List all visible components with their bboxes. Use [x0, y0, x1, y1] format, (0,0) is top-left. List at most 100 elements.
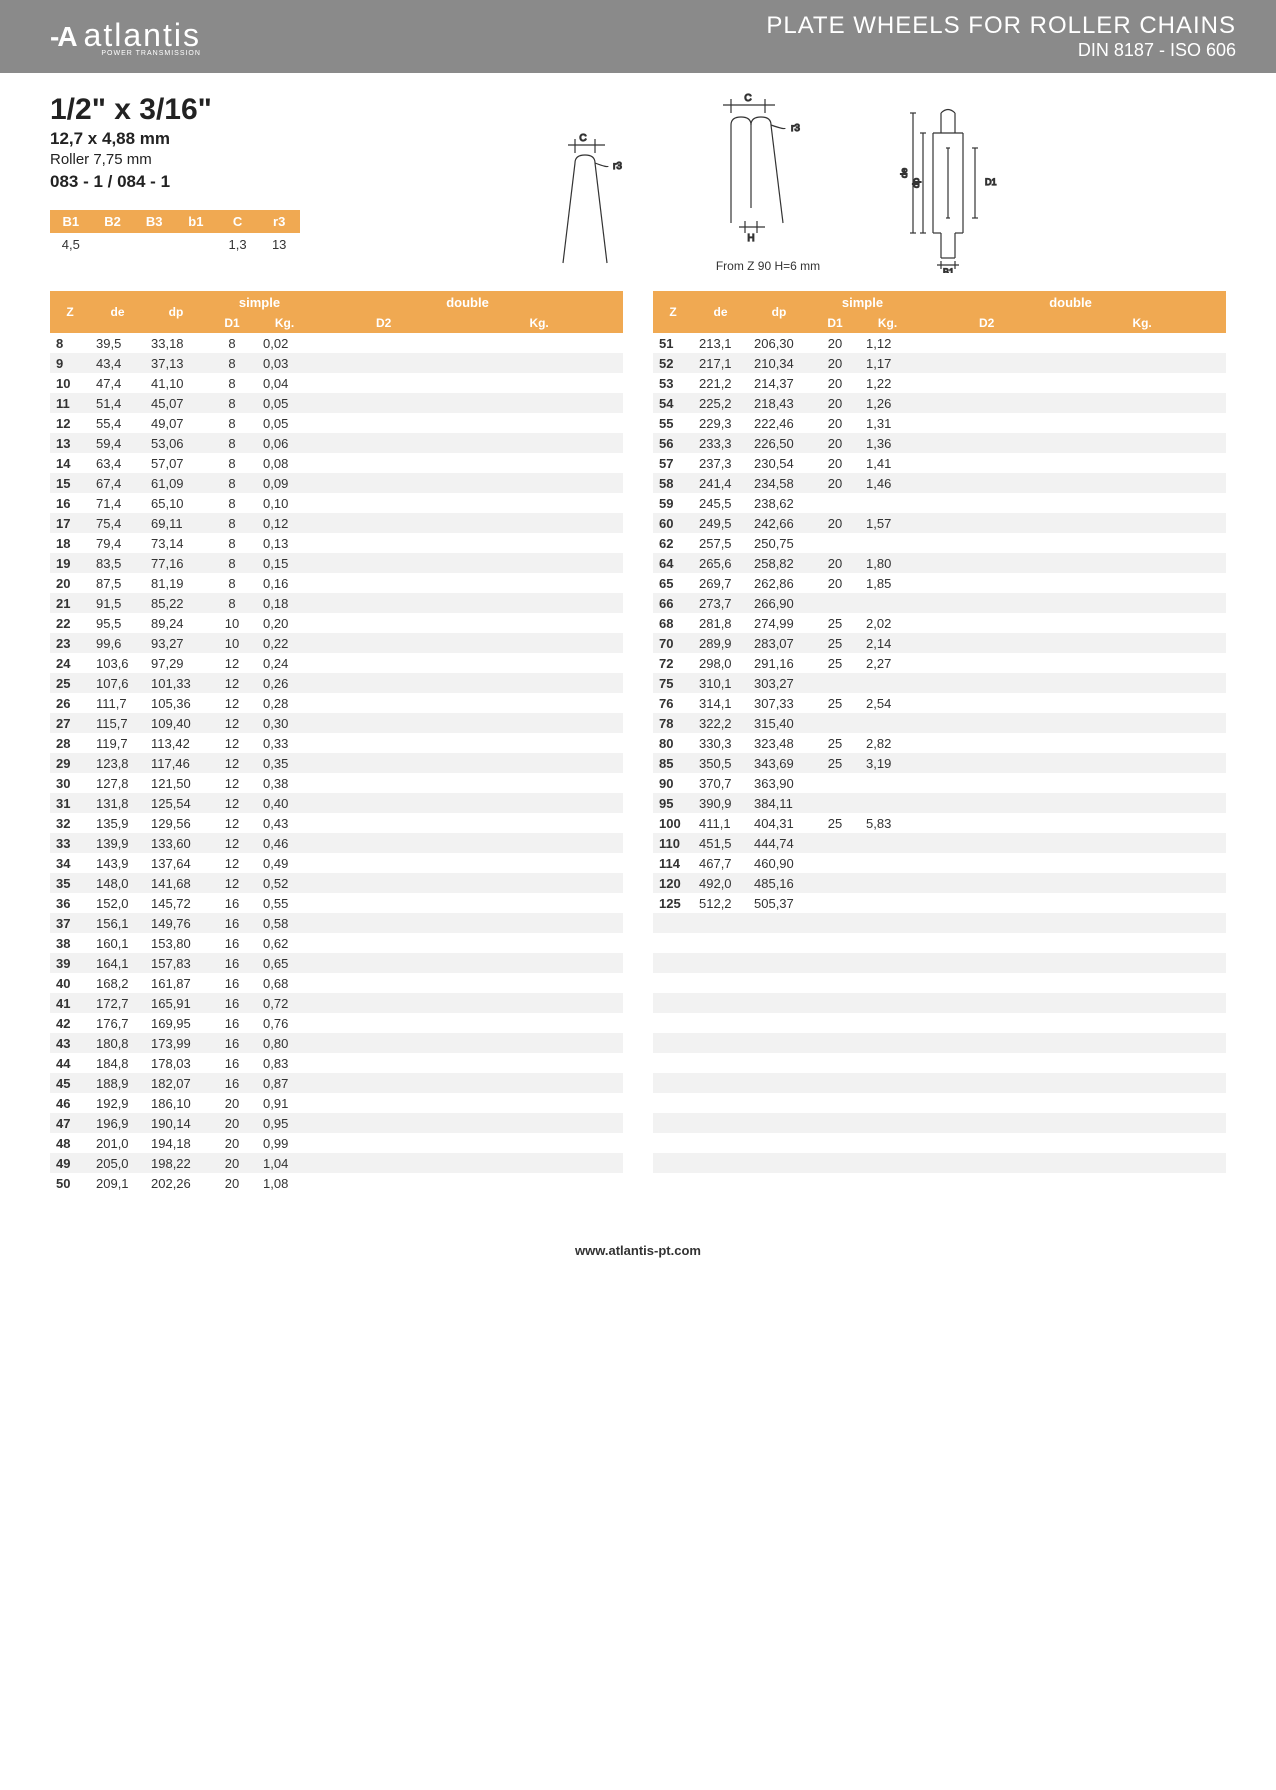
table-row: 2295,589,24100,20 — [50, 613, 623, 633]
cell-kg — [860, 533, 915, 553]
cell-de — [693, 1173, 748, 1193]
cell-de: 164,1 — [90, 953, 145, 973]
svg-text:dp: dp — [911, 178, 921, 188]
cell-d2 — [312, 333, 455, 353]
table-row: 62257,5250,75 — [653, 533, 1226, 553]
cell-kg2 — [455, 1173, 623, 1193]
svg-text:r3: r3 — [791, 123, 800, 134]
cell-kg2 — [455, 453, 623, 473]
cell-de: 103,6 — [90, 653, 145, 673]
cell-z: 46 — [50, 1093, 90, 1113]
cell-kg: 2,02 — [860, 613, 915, 633]
cell-d2 — [915, 813, 1058, 833]
cell-dp: 61,09 — [145, 473, 207, 493]
cell-de — [693, 953, 748, 973]
cell-kg2 — [455, 493, 623, 513]
table-row: 64265,6258,82201,80 — [653, 553, 1226, 573]
cell-d2 — [312, 833, 455, 853]
cell-d1: 12 — [207, 693, 257, 713]
cell-z: 70 — [653, 633, 693, 653]
cell-dp: 53,06 — [145, 433, 207, 453]
diagrams: C r3 C — [330, 93, 1226, 273]
cell-z: 59 — [653, 493, 693, 513]
col-double: double — [915, 291, 1226, 313]
small-cell — [175, 233, 217, 256]
cell-d1 — [810, 713, 860, 733]
cell-kg2 — [1058, 653, 1226, 673]
cell-kg2 — [1058, 573, 1226, 593]
cell-z: 12 — [50, 413, 90, 433]
cell-d2 — [915, 713, 1058, 733]
tables-wrap: Z de dp simple double D1 Kg. D2 Kg. 839,… — [50, 291, 1226, 1193]
table-row: 55229,3222,46201,31 — [653, 413, 1226, 433]
cell-dp: 165,91 — [145, 993, 207, 1013]
cell-z: 78 — [653, 713, 693, 733]
cell-d2 — [915, 613, 1058, 633]
cell-de: 310,1 — [693, 673, 748, 693]
cell-d2 — [312, 1173, 455, 1193]
cell-dp — [748, 1173, 810, 1193]
table-row: 110451,5444,74 — [653, 833, 1226, 853]
cell-d1 — [810, 673, 860, 693]
cell-z — [653, 1153, 693, 1173]
cell-z: 9 — [50, 353, 90, 373]
cell-d1: 12 — [207, 653, 257, 673]
cell-de: 205,0 — [90, 1153, 145, 1173]
spec-roller: Roller 7,75 mm — [50, 151, 270, 168]
cell-z: 95 — [653, 793, 693, 813]
cell-dp — [748, 1093, 810, 1113]
table-row: 68281,8274,99252,02 — [653, 613, 1226, 633]
table-row: 1567,461,0980,09 — [50, 473, 623, 493]
cell-d2 — [312, 473, 455, 493]
cell-kg — [860, 913, 915, 933]
cell-d2 — [312, 873, 455, 893]
table-row — [653, 1173, 1226, 1193]
cell-kg2 — [1058, 453, 1226, 473]
cell-z: 75 — [653, 673, 693, 693]
cell-d2 — [312, 713, 455, 733]
cell-d1: 20 — [810, 473, 860, 493]
cell-d1: 12 — [207, 773, 257, 793]
svg-text:de: de — [899, 168, 909, 178]
cell-d2 — [312, 773, 455, 793]
cell-kg — [860, 933, 915, 953]
col-double: double — [312, 291, 623, 313]
table-row: 41172,7165,91160,72 — [50, 993, 623, 1013]
top-section: 1/2" x 3/16" 12,7 x 4,88 mm Roller 7,75 … — [50, 93, 1226, 273]
cell-d1: 12 — [207, 713, 257, 733]
cell-z: 26 — [50, 693, 90, 713]
cell-kg — [860, 853, 915, 873]
table-row: 35148,0141,68120,52 — [50, 873, 623, 893]
cell-kg: 0,72 — [257, 993, 312, 1013]
cell-kg: 2,27 — [860, 653, 915, 673]
cell-kg: 0,30 — [257, 713, 312, 733]
cell-d1 — [810, 993, 860, 1013]
table-row: 40168,2161,87160,68 — [50, 973, 623, 993]
cell-de: 512,2 — [693, 893, 748, 913]
cell-kg2 — [455, 673, 623, 693]
cell-kg2 — [455, 1073, 623, 1093]
cell-z: 76 — [653, 693, 693, 713]
cell-z: 72 — [653, 653, 693, 673]
cell-kg2 — [455, 993, 623, 1013]
cell-d2 — [915, 413, 1058, 433]
spec-code: 083 - 1 / 084 - 1 — [50, 172, 270, 192]
table-row: 36152,0145,72160,55 — [50, 893, 623, 913]
cell-kg: 0,80 — [257, 1033, 312, 1053]
cell-d2 — [312, 533, 455, 553]
cell-de: 257,5 — [693, 533, 748, 553]
logo-text: atlantis — [84, 17, 201, 54]
cell-de: 119,7 — [90, 733, 145, 753]
content: 1/2" x 3/16" 12,7 x 4,88 mm Roller 7,75 … — [0, 73, 1276, 1223]
cell-dp: 307,33 — [748, 693, 810, 713]
cell-kg: 3,19 — [860, 753, 915, 773]
logo-subtitle: POWER TRANSMISSION — [54, 50, 201, 57]
cell-z: 120 — [653, 873, 693, 893]
table-row: 46192,9186,10200,91 — [50, 1093, 623, 1113]
cell-kg2 — [1058, 693, 1226, 713]
cell-d2 — [312, 353, 455, 373]
cell-dp: 214,37 — [748, 373, 810, 393]
cell-de — [693, 1113, 748, 1133]
cell-kg: 0,28 — [257, 693, 312, 713]
cell-d1: 20 — [810, 433, 860, 453]
